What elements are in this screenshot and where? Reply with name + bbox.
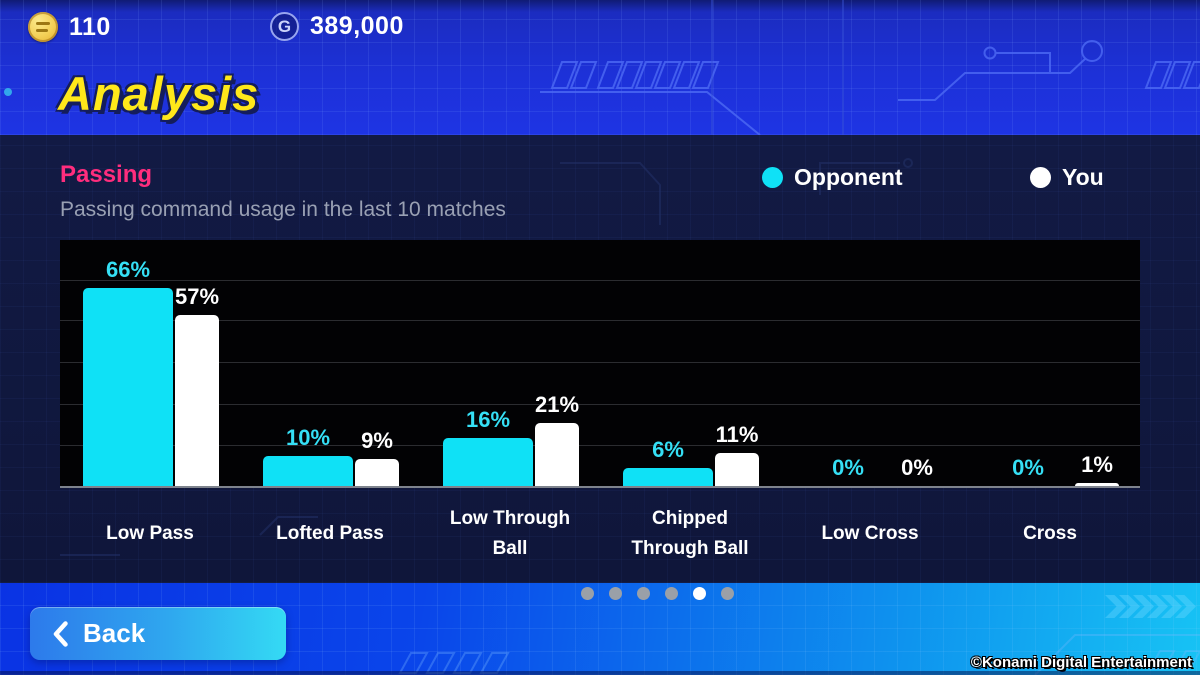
bar-group: 66% 57% xyxy=(60,240,240,486)
bar-you xyxy=(535,423,579,486)
value-label-you: 1% xyxy=(1081,452,1113,477)
chart-gridline xyxy=(60,404,1140,405)
gp-balance: G 389,000 xyxy=(270,12,404,41)
chart-gridline xyxy=(60,320,1140,321)
page-dot xyxy=(721,587,734,600)
bar-you xyxy=(715,453,759,486)
legend-opponent: Opponent xyxy=(762,164,903,191)
bar-group: 0% 1% xyxy=(960,240,1140,486)
chart-category-labels: Low Pass Lofted Pass Low Through Ball Chippe… xyxy=(60,501,1140,567)
bar-group: 16% 21% xyxy=(420,240,600,486)
coin-balance: 110 xyxy=(28,12,111,42)
page-dot xyxy=(637,587,650,600)
gp-amount: 389,000 xyxy=(310,12,404,40)
legend-opponent-label: Opponent xyxy=(794,164,903,190)
opponent-legend-dot-icon xyxy=(762,167,783,188)
category-label: Low Pass xyxy=(106,523,194,544)
section-subtitle: Passing command usage in the last 10 mat… xyxy=(60,198,506,221)
bar-you xyxy=(355,459,399,486)
page-dot xyxy=(665,587,678,600)
chart-gridline xyxy=(60,280,1140,281)
footer-zone: Back ©Konami Digital Entertainment xyxy=(0,583,1200,675)
copyright-text: ©Konami Digital Entertainment xyxy=(970,654,1192,671)
category-label: Chipped Through Ball xyxy=(631,508,749,559)
bar-you xyxy=(1075,483,1119,486)
header-zone: 110 G 389,000 Analysis xyxy=(0,0,1200,135)
category-label: Cross xyxy=(1023,523,1077,544)
passing-chart: 66% 57% 10% 9% 16% 21% 6% 11% 0% 0% 0% 1% xyxy=(60,240,1140,488)
bar-opponent xyxy=(623,468,713,486)
gp-icon: G xyxy=(270,12,299,41)
bar-group: 6% 11% xyxy=(600,240,780,486)
value-label-opponent: 0% xyxy=(1012,455,1044,480)
page-title: Analysis xyxy=(58,67,260,120)
chart-gridline xyxy=(60,362,1140,363)
bar-opponent xyxy=(443,438,533,486)
analysis-panel: Passing Passing command usage in the las… xyxy=(0,135,1200,583)
value-label-opponent: 10% xyxy=(285,425,331,450)
value-label-opponent: 6% xyxy=(652,437,684,462)
page-dot-active xyxy=(693,587,706,600)
category-label: Low Through Ball xyxy=(449,508,571,559)
value-label-you: 9% xyxy=(361,428,393,453)
value-label-you: 11% xyxy=(715,422,759,447)
chart-gridline xyxy=(60,445,1140,446)
value-label-opponent: 0% xyxy=(832,455,864,480)
section-title: Passing xyxy=(60,161,153,188)
legend-you-label: You xyxy=(1062,164,1104,190)
coin-icon xyxy=(28,12,58,42)
you-legend-dot-icon xyxy=(1030,167,1051,188)
back-button-label: Back xyxy=(83,618,146,648)
legend-you: You xyxy=(1030,164,1104,191)
bar-opponent xyxy=(263,456,353,486)
bar-opponent xyxy=(83,288,173,486)
category-label: Low Cross xyxy=(821,523,919,544)
coin-amount: 110 xyxy=(69,12,111,41)
bar-you xyxy=(175,315,219,486)
page-dot xyxy=(609,587,622,600)
page-indicator xyxy=(581,587,734,600)
value-label-opponent: 66% xyxy=(105,257,151,282)
back-button[interactable]: Back xyxy=(30,607,286,660)
bottom-edge xyxy=(0,671,1200,675)
value-label-you: 21% xyxy=(534,392,580,417)
bar-group: 0% 0% xyxy=(780,240,960,486)
page-dot xyxy=(581,587,594,600)
value-label-you: 0% xyxy=(901,455,933,480)
category-label: Lofted Pass xyxy=(276,523,384,544)
value-label-you: 57% xyxy=(174,284,220,309)
chevrons-right-icon xyxy=(1105,595,1196,618)
bar-group: 10% 9% xyxy=(240,240,420,486)
chevron-left-icon xyxy=(53,620,68,647)
value-label-opponent: 16% xyxy=(465,407,511,432)
